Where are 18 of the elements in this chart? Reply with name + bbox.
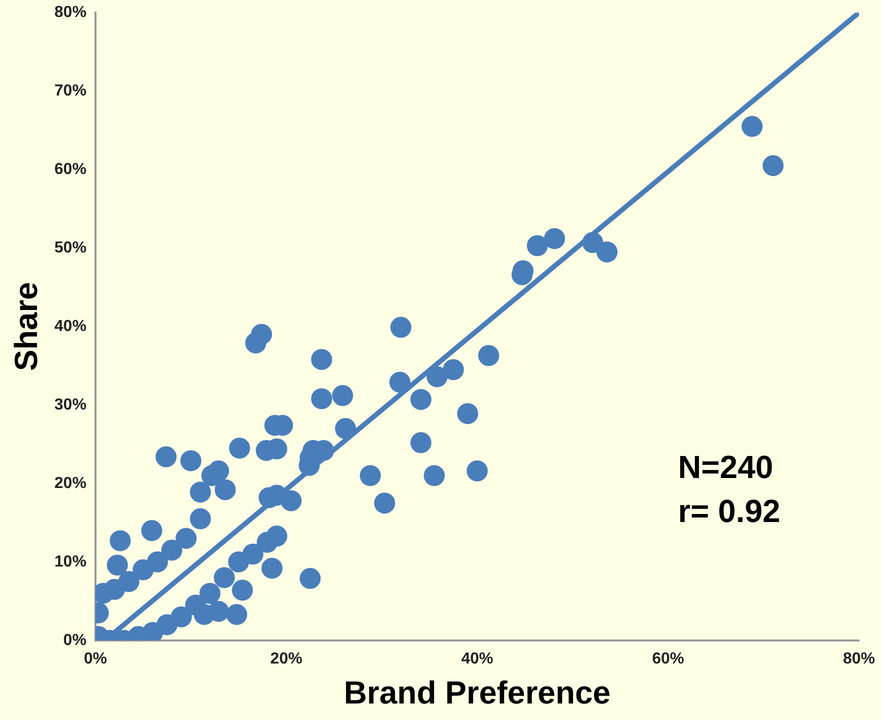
- x-tick-label: 20%: [270, 650, 302, 668]
- x-tick-label: 60%: [652, 650, 684, 668]
- x-tick-label: 40%: [461, 650, 494, 668]
- annotation: N=240: [678, 448, 774, 487]
- y-tick-label: 60%: [54, 160, 86, 178]
- y-tick-label: 20%: [54, 474, 86, 492]
- y-tick-label: 30%: [54, 396, 86, 414]
- x-tick-label: 0%: [84, 650, 107, 668]
- y-tick-label: 80%: [54, 4, 86, 22]
- y-tick-label: 70%: [54, 82, 86, 100]
- y-tick-label: 10%: [54, 553, 86, 570]
- x-tick-label: 80%: [842, 650, 876, 668]
- y-axis-title: Share: [8, 282, 44, 371]
- y-tick-label: 40%: [54, 318, 86, 335]
- annotation: r= 0.92: [678, 492, 780, 531]
- y-tick-label: 50%: [54, 239, 86, 256]
- y-tick-label: 0%: [63, 632, 86, 649]
- x-axis-title: Brand Preference: [344, 674, 611, 711]
